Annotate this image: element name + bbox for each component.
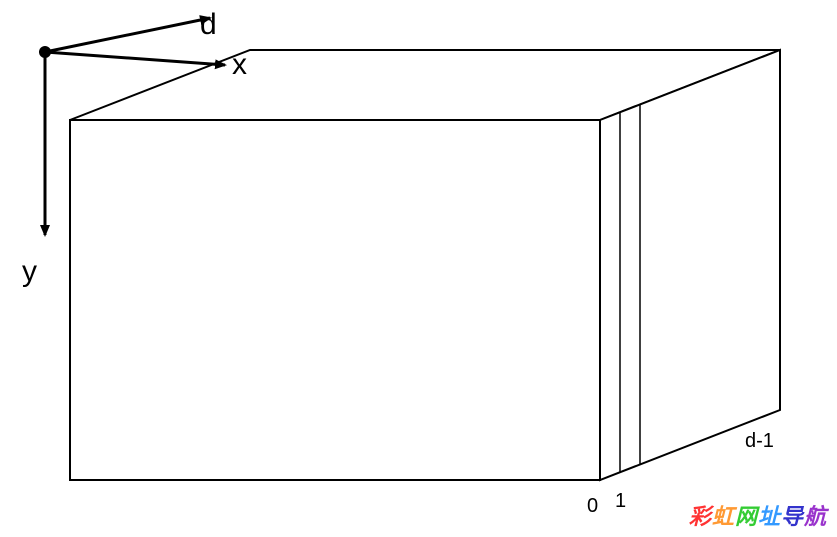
axis-label-d: d [200,8,217,42]
cube-diagram [0,0,837,537]
watermark: 彩虹网址导航 [689,499,827,531]
tick-label-0: 0 [587,495,598,518]
tick-label-1: 1 [615,490,626,513]
axis-label-y: y [22,255,37,289]
axis-label-x: x [232,48,247,82]
tick-label-dminus1: d-1 [745,430,774,453]
